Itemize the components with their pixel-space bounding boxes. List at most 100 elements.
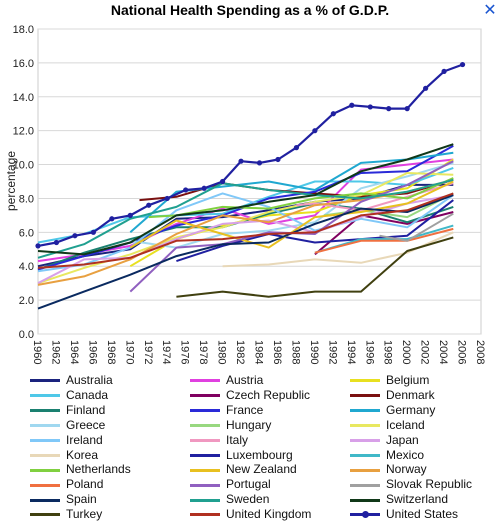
data-point-united-states: [312, 128, 318, 134]
data-point-united-states: [404, 106, 410, 112]
legend-label: New Zealand: [226, 462, 297, 477]
legend-swatch: [350, 424, 380, 428]
legend-item: Italy: [190, 433, 248, 448]
y-tick-label: 2.0: [19, 295, 34, 307]
x-tick-label: 1968: [105, 340, 117, 364]
y-tick-label: 4.0: [19, 261, 34, 273]
legend-swatch: [190, 483, 220, 487]
x-tick-label: 1986: [271, 340, 283, 364]
legend-label: Italy: [226, 432, 249, 447]
series-line-spain: [37, 194, 454, 310]
x-tick-label: 1976: [179, 340, 191, 364]
y-tick-label: 10.0: [13, 160, 34, 172]
legend-swatch: [30, 483, 60, 487]
legend-label: Denmark: [386, 387, 435, 402]
series-line-switzerland: [37, 143, 454, 256]
legend-item: Germany: [350, 403, 435, 418]
legend-item: Switzerland: [350, 492, 448, 507]
legend-label: Korea: [66, 447, 99, 462]
data-point-united-states: [146, 202, 152, 208]
data-point-united-states: [201, 185, 207, 191]
data-point-united-states: [183, 187, 189, 193]
x-tick-label: 1960: [31, 340, 43, 364]
legend-label: Hungary: [226, 417, 272, 432]
legend-swatch: [350, 409, 380, 413]
legend-swatch: [350, 453, 380, 457]
data-point-united-states: [330, 111, 336, 117]
legend-label: Japan: [386, 432, 419, 447]
series-lines: [35, 61, 466, 310]
legend-swatch: [190, 513, 220, 517]
y-axis-ticks: 0.0 2.0 4.0 6.0 8.0 10.0 12.0 14.0 16.0 18.0: [13, 24, 34, 341]
legend-swatch: [30, 379, 60, 383]
series-line-sweden: [37, 178, 454, 259]
legend-label: Czech Republic: [226, 387, 311, 402]
x-tick-label: 2002: [419, 340, 431, 364]
y-tick-label: 18.0: [13, 24, 34, 36]
legend-label: Ireland: [66, 432, 103, 447]
x-tick-label: 1990: [308, 340, 320, 364]
series-line-ireland: [37, 192, 454, 273]
data-point-united-states: [238, 158, 244, 164]
y-tick-label: 16.0: [13, 58, 34, 70]
x-tick-label: 1974: [160, 340, 172, 364]
legend-label: United States: [386, 507, 459, 522]
x-tick-label: 1970: [123, 340, 135, 364]
data-point-united-states: [293, 145, 300, 151]
y-tick-label: 8.0: [19, 193, 34, 205]
legend-item: Canada: [30, 388, 108, 403]
legend-label: Luxembourg: [226, 447, 293, 462]
data-point-united-states: [127, 212, 133, 218]
legend-label: Mexico: [386, 447, 425, 462]
legend-item: Finland: [30, 403, 105, 418]
legend-swatch: [350, 379, 380, 383]
legend-item: Austria: [190, 373, 263, 388]
x-tick-label: 2006: [456, 340, 468, 364]
data-point-united-states: [53, 239, 60, 246]
legend-swatch: [350, 483, 380, 487]
data-point-united-states: [367, 104, 373, 110]
legend-label: Australia: [66, 373, 113, 387]
legend-swatch: [190, 394, 220, 398]
x-tick-label: 1992: [326, 340, 338, 364]
legend-marker-icon: [362, 511, 369, 519]
series-line-united-states: [37, 63, 463, 247]
data-point-united-states: [164, 195, 170, 202]
close-icon[interactable]: ✕: [483, 2, 497, 19]
data-point-united-states: [349, 102, 355, 108]
legend-label: Turkey: [66, 507, 103, 522]
legend-label: Portugal: [226, 477, 271, 492]
data-point-united-states: [219, 178, 226, 185]
plot-area: [37, 28, 482, 335]
legend-label: Sweden: [226, 492, 270, 507]
x-tick-label: 1962: [49, 340, 61, 364]
x-tick-label: 1984: [253, 340, 265, 364]
data-point-united-states: [90, 229, 96, 235]
series-line-united-kingdom: [37, 192, 454, 269]
x-tick-label: 1988: [289, 340, 301, 364]
legend-item: Belgium: [350, 373, 429, 388]
legend-item: Sweden: [190, 492, 269, 507]
y-tick-label: 0.0: [19, 329, 34, 341]
legend-label: Greece: [66, 417, 106, 432]
x-tick-label: 2004: [437, 340, 449, 364]
legend-swatch: [350, 438, 380, 442]
legend-label: Finland: [66, 402, 106, 417]
legend-swatch: [30, 438, 60, 442]
legend-swatch: [30, 468, 60, 472]
legend-label: France: [226, 402, 264, 417]
legend-item: Greece: [30, 418, 105, 433]
series-line-poland: [314, 227, 454, 254]
legend-item: Czech Republic: [190, 388, 310, 403]
x-axis-ticks: 1960 1962 1964 1966 1968 1970 1972 1974 1976 1978…: [31, 340, 486, 364]
x-tick-label: 1966: [86, 340, 98, 364]
legend-item: Korea: [30, 448, 98, 463]
legend-label: Germany: [386, 402, 436, 417]
legend-label: Switzerland: [386, 492, 449, 507]
legend-swatch: [30, 409, 60, 413]
series-line-turkey: [176, 236, 454, 298]
x-tick-label: 1978: [197, 340, 209, 364]
legend-swatch: [30, 394, 60, 398]
data-point-united-states: [423, 85, 429, 91]
legend-item: Ireland: [30, 433, 103, 448]
